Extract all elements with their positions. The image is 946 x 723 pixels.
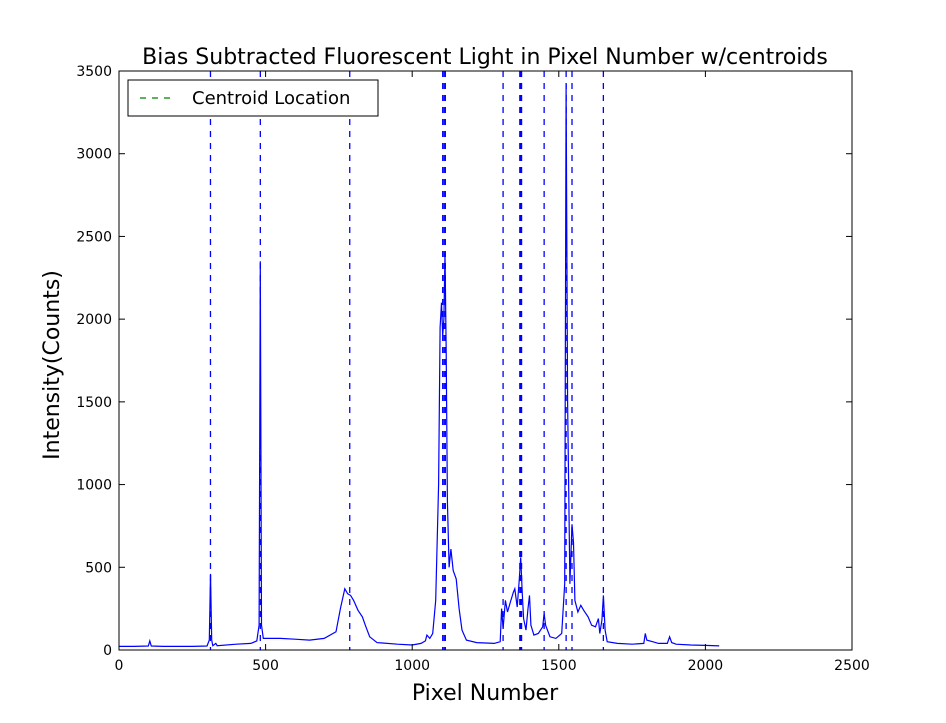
x-tick-label-0: 0 <box>115 658 124 674</box>
centroid-lines <box>209 71 605 650</box>
x-axis-label: Pixel Number <box>412 681 559 706</box>
y-tick-label-2: 1000 <box>76 478 112 494</box>
x-tick-label-2: 1000 <box>394 658 430 674</box>
x-tick-label-5: 2500 <box>834 658 870 674</box>
y-tick-label-0: 0 <box>103 643 112 659</box>
series-line-0 <box>119 84 720 648</box>
legend-entry-centroid: Centroid Location <box>192 88 350 109</box>
y-tick-label-4: 2000 <box>76 312 112 328</box>
legend: Centroid Location <box>127 79 379 117</box>
y-tick-label-3: 1500 <box>76 395 112 411</box>
plot-background <box>119 71 852 650</box>
y-tick-label-6: 3000 <box>76 147 112 163</box>
y-tick-label-7: 3500 <box>76 64 112 80</box>
y-axis-label: Intensity(Counts) <box>40 270 65 460</box>
series-layer <box>119 84 720 648</box>
y-tick-label-5: 2500 <box>76 229 112 245</box>
y-tick-label-1: 500 <box>85 560 112 576</box>
x-tick-label-3: 1500 <box>541 658 577 674</box>
chart-title: Bias Subtracted Fluorescent Light in Pix… <box>142 45 828 70</box>
x-tick-label-4: 2000 <box>688 658 724 674</box>
tick-layer: 0 500 1000 1500 2000 2500 0 500 1000 1500 2000 2500… <box>76 64 869 674</box>
x-tick-label-1: 500 <box>252 658 279 674</box>
plot-frame <box>118 70 853 651</box>
